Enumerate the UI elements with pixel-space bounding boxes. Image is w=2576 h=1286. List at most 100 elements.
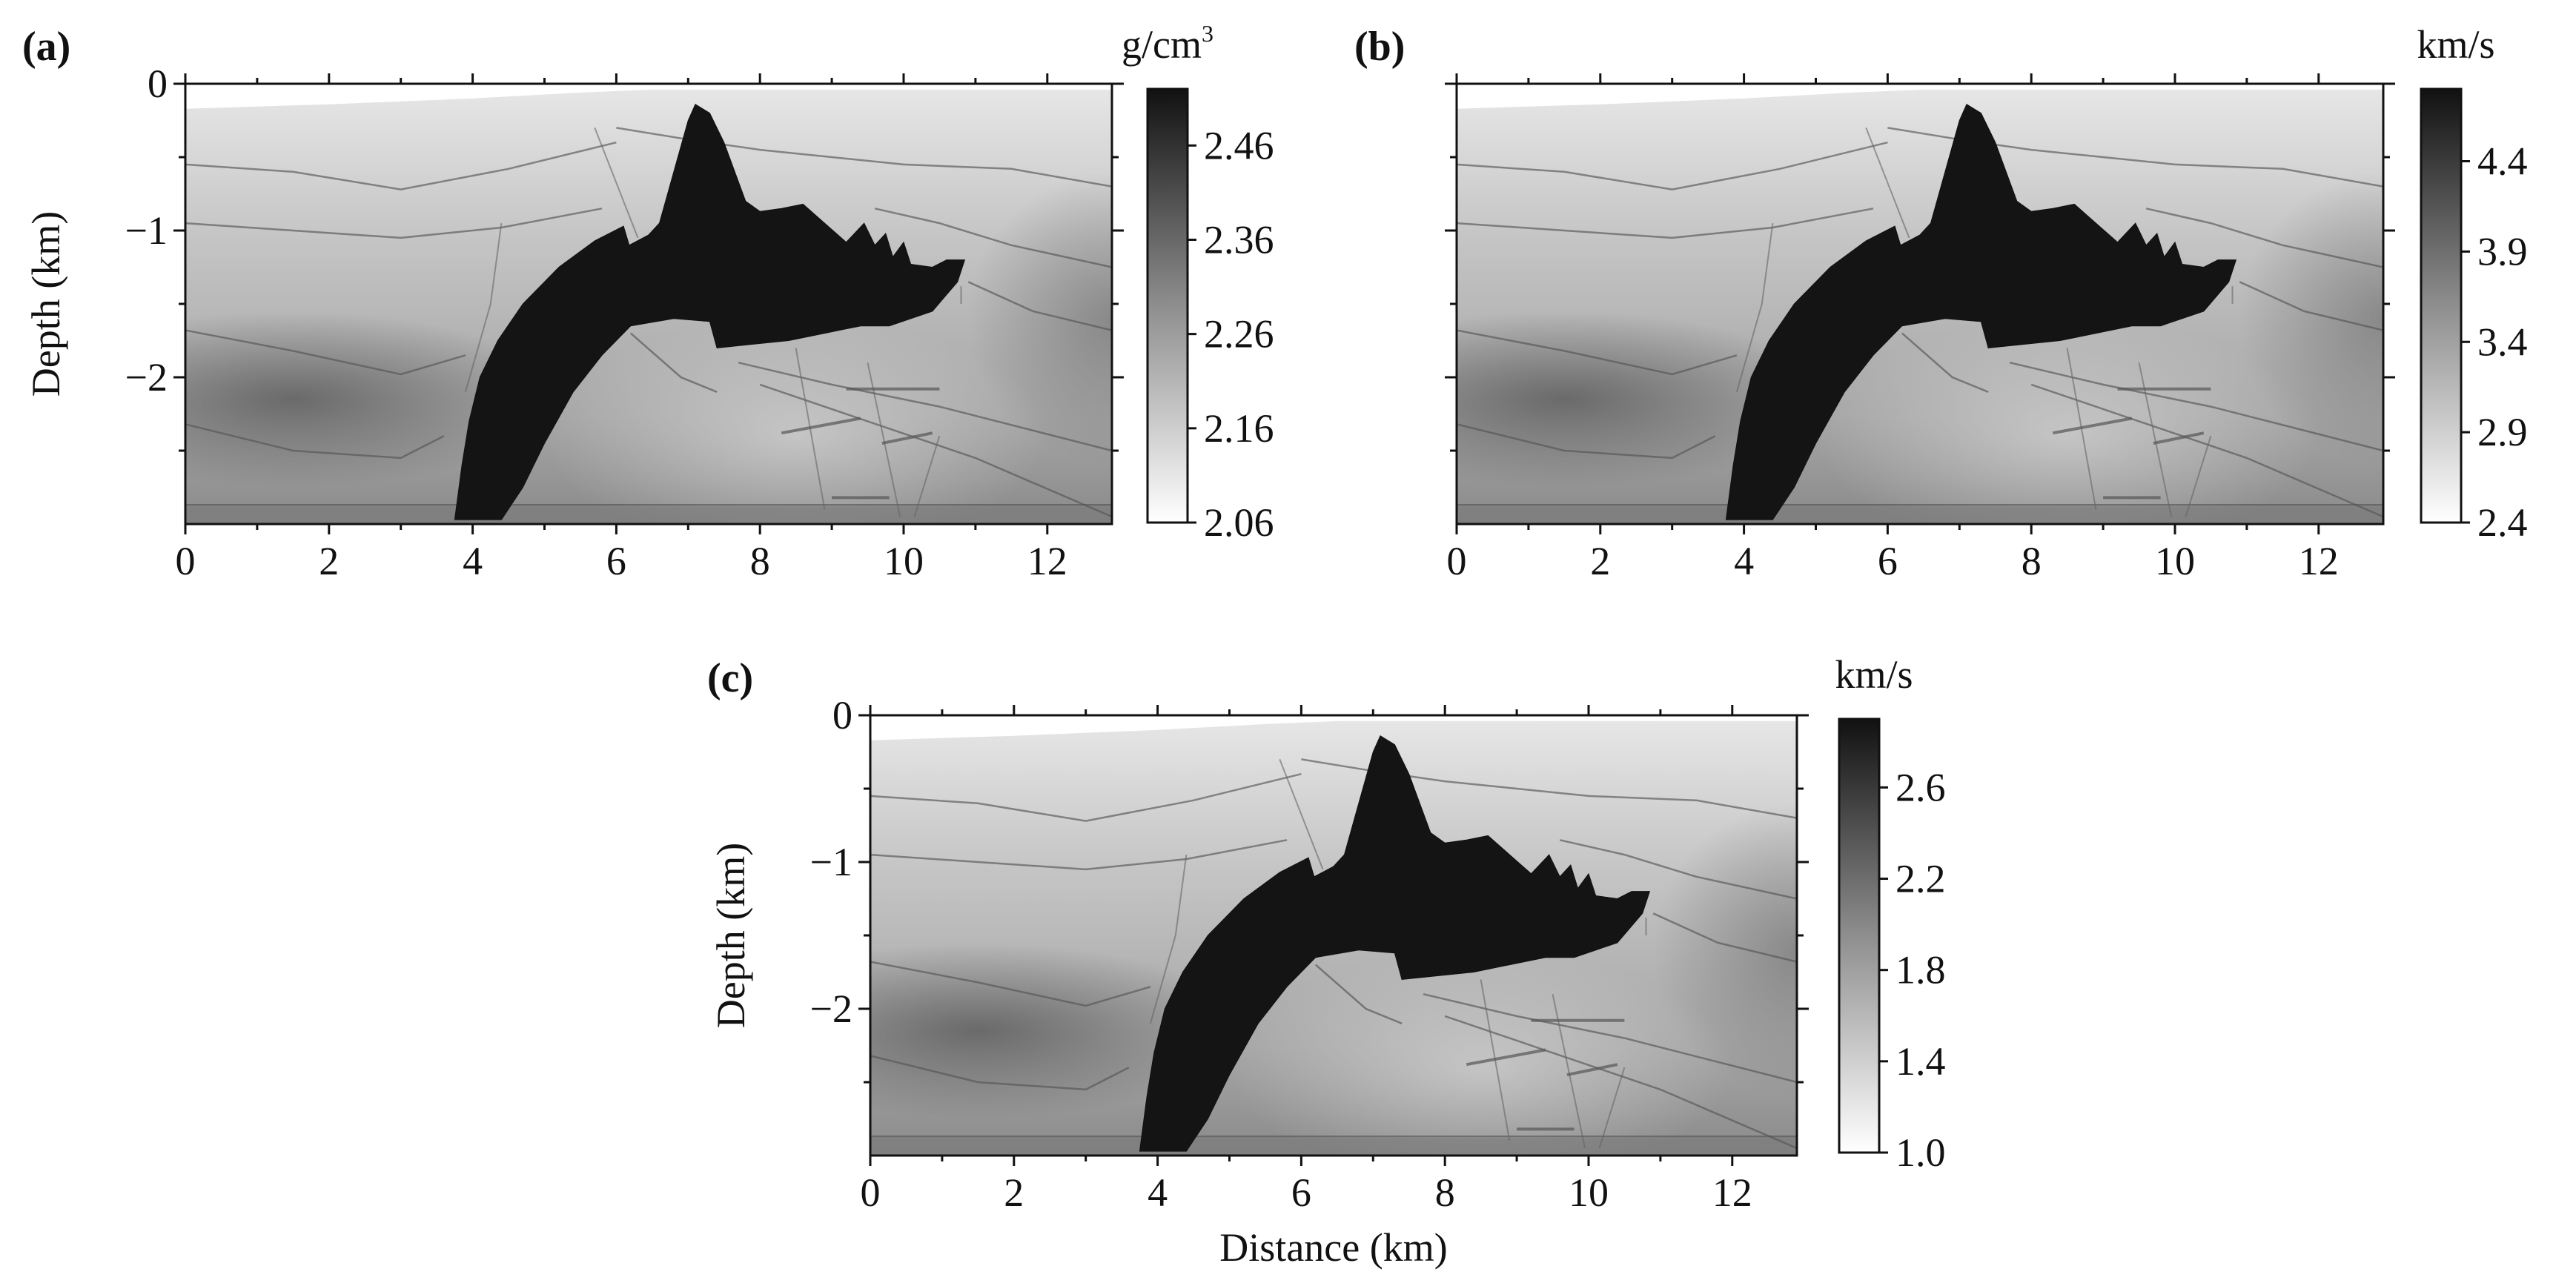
x-tick-label: 8 <box>1435 1170 1455 1215</box>
panel-label: (a) <box>22 24 70 70</box>
horizon-line <box>2239 281 2383 331</box>
horizon-line <box>2145 208 2383 268</box>
colorbar-tick-label: 1.4 <box>1895 1039 1946 1084</box>
y-tick-label: −1 <box>125 208 168 253</box>
basal-light-zone <box>1229 949 1732 1156</box>
y-tick-label: −2 <box>810 987 852 1031</box>
basal-light-zone <box>544 318 1047 524</box>
model-image <box>185 84 1112 524</box>
horizon-line <box>2009 361 2383 452</box>
fault-line <box>1735 222 1774 393</box>
x-tick-label: 10 <box>2155 539 2195 583</box>
colorbar-unit: km/s <box>1835 652 1913 697</box>
x-tick-label: 4 <box>1148 1170 1168 1215</box>
horizon-line <box>870 772 1302 822</box>
colorbar-unit-text: g/cm <box>1122 22 1202 67</box>
colorbar-tick-label: 2.36 <box>1204 217 1274 262</box>
colorbar-unit-superscript: 3 <box>1202 20 1213 47</box>
horizon-line <box>967 281 1112 331</box>
x-tick-label: 8 <box>750 539 770 583</box>
x-tick-label: 10 <box>1569 1170 1609 1215</box>
colorbar-tick-label: 2.9 <box>2477 410 2528 454</box>
horizon-line <box>874 208 1112 268</box>
colorbar-unit-text: km/s <box>2417 22 2494 67</box>
bottom-layer <box>870 1138 1797 1156</box>
y-tick-label: 0 <box>832 693 852 738</box>
x-tick-label: 2 <box>319 539 339 583</box>
horizon-line <box>759 383 1112 518</box>
colorbar-tick-label: 1.8 <box>1895 948 1946 992</box>
x-tick-label: 8 <box>2022 539 2042 583</box>
y-axis-label: Depth (km) <box>709 843 753 1028</box>
salt-body <box>1139 735 1651 1152</box>
panel-b: 0 2 4 6 8 10 12 (b) 4.4 3.9 3.4 2.9 2.4 km/s <box>1354 22 2528 583</box>
panel-c: 0 2 4 6 8 10 12 0 −1 −2 Depth (km) Distance (km) (c)… <box>707 652 1946 1270</box>
y-tick-label: −1 <box>810 840 852 884</box>
colorbar-gradient <box>1146 87 1189 524</box>
fault-line <box>464 222 503 393</box>
horizon-line <box>1444 1015 1797 1150</box>
x-tick-label: 12 <box>1027 539 1067 583</box>
thin-layer <box>781 417 861 435</box>
colorbar: 2.46 2.36 2.26 2.16 2.06 g/cm3 <box>1122 20 1274 545</box>
colorbar-unit: g/cm3 <box>1122 20 1213 67</box>
x-tick-label: 6 <box>606 539 626 583</box>
colorbar-tick-label: 2.6 <box>1895 765 1946 809</box>
horizon-line <box>185 423 445 460</box>
colorbar-tick-label: 3.9 <box>2477 229 2528 274</box>
x-tick-label: 12 <box>2299 539 2339 583</box>
model-image <box>1457 84 2383 524</box>
fault-line <box>2185 435 2212 517</box>
horizon-line <box>1314 964 1403 1024</box>
horizon-line <box>1901 332 1989 393</box>
x-tick-label: 0 <box>176 539 196 583</box>
thin-layer <box>1566 1063 1618 1077</box>
panel-label: (b) <box>1354 24 1405 70</box>
colorbar-tick-label: 2.06 <box>1204 500 1274 545</box>
x-tick-label: 4 <box>1734 539 1754 583</box>
colorbar-gradient <box>1838 717 1881 1154</box>
horizon-line <box>185 141 617 190</box>
x-tick-label: 12 <box>1712 1170 1752 1215</box>
fault-line <box>1598 1067 1626 1149</box>
horizon-line <box>1457 329 1738 376</box>
colorbar-tick-label: 2.46 <box>1204 123 1274 168</box>
bottom-layer <box>1457 506 2383 524</box>
colorbar-tick-label: 2.26 <box>1204 312 1274 357</box>
horizon-line <box>629 332 718 393</box>
x-tick-label: 10 <box>884 539 924 583</box>
x-tick-label: 6 <box>1291 1170 1311 1215</box>
x-tick-label: 2 <box>1004 1170 1024 1215</box>
fault-line <box>1865 127 1910 239</box>
x-tick-label: 2 <box>1590 539 1610 583</box>
fault-line <box>913 435 941 517</box>
horizon-line <box>1423 992 1797 1084</box>
y-tick-label: 0 <box>148 62 168 106</box>
colorbar: 2.6 2.2 1.8 1.4 1.0 km/s <box>1835 652 1945 1175</box>
thin-layer <box>1466 1048 1546 1067</box>
horizon-line <box>185 208 603 239</box>
x-axis-label: Distance (km) <box>1219 1225 1447 1270</box>
horizon-line <box>1652 912 1797 963</box>
x-tick-label: 0 <box>861 1170 881 1215</box>
colorbar-tick-label: 1.0 <box>1895 1130 1946 1175</box>
fault-line <box>1279 759 1324 870</box>
basal-light-zone <box>1815 318 2319 524</box>
colorbar-tick-label: 2.2 <box>1895 857 1946 901</box>
colorbar-tick-label: 2.4 <box>2477 500 2528 545</box>
colorbar: 4.4 3.9 3.4 2.9 2.4 km/s <box>2417 22 2527 545</box>
horizon-line <box>1559 839 1797 900</box>
horizon-line <box>738 361 1112 452</box>
x-tick-label: 0 <box>1447 539 1467 583</box>
thin-layer <box>2052 417 2133 435</box>
colorbar-unit: km/s <box>2417 22 2494 67</box>
salt-body <box>454 103 966 520</box>
horizon-line <box>2030 383 2383 518</box>
horizon-line <box>870 1055 1130 1091</box>
colorbar-tick-label: 4.4 <box>2477 139 2528 184</box>
colorbar-gradient <box>2420 87 2463 524</box>
horizon-line <box>1457 423 1716 460</box>
salt-body <box>1725 103 2237 520</box>
colorbar-tick-label: 3.4 <box>2477 319 2528 364</box>
